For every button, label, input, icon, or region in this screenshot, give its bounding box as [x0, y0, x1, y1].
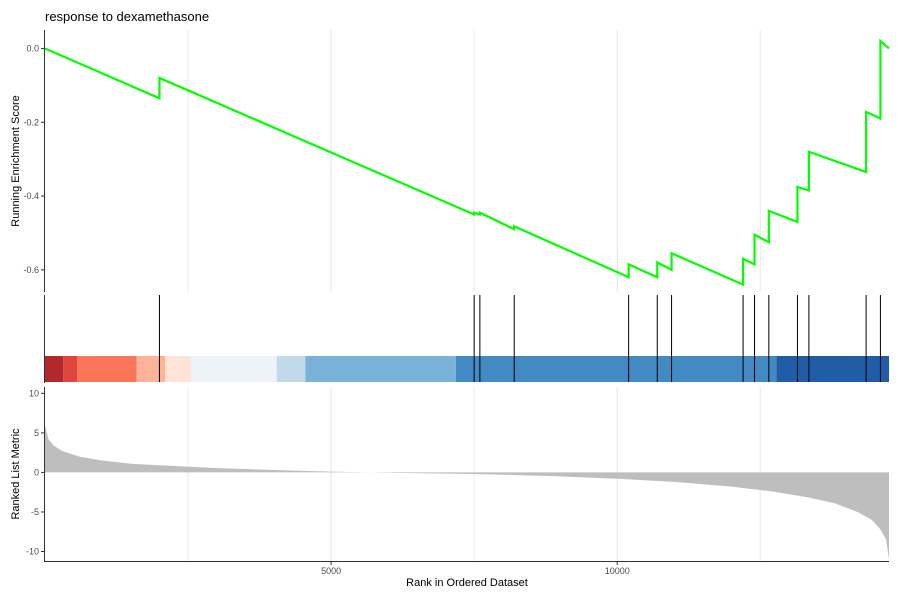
- hits-panel: [44, 295, 889, 383]
- ranked-metric-panel: 10 5 0 -5 -10 5000 10000 Ranked List Metric R…: [10, 387, 889, 589]
- y-tick-label: -0.4: [23, 191, 39, 201]
- y-tick-label: -0.2: [23, 117, 39, 127]
- y-tick-label: 10: [29, 388, 39, 398]
- color-bar-segment: [45, 356, 64, 382]
- ranked-metric-fill: [45, 424, 889, 560]
- color-bar-segment: [276, 356, 306, 382]
- running-score-line: [44, 38, 890, 287]
- color-bar-segment: [136, 356, 166, 382]
- y-tick-label: 0: [34, 467, 39, 477]
- x-tick-label: 5000: [321, 566, 341, 576]
- color-bar-segment: [165, 356, 191, 382]
- y-tick-label: -10: [26, 547, 39, 557]
- running-score-gridlines: [187, 30, 761, 292]
- color-bar-segment: [455, 356, 777, 382]
- running-score-series: [44, 38, 890, 287]
- y-tick-label: 0.0: [26, 43, 39, 53]
- y-tick-label: 5: [34, 428, 39, 438]
- color-bar-segment: [77, 356, 137, 382]
- x-axis-label: Rank in Ordered Dataset: [406, 577, 528, 589]
- color-bar-segment: [63, 356, 78, 382]
- ranked-metric-area: [45, 424, 889, 560]
- rank-color-bar: [45, 356, 889, 382]
- y-tick-label: -5: [31, 507, 39, 517]
- running-score-ylabel: Running Enrichment Score: [10, 95, 22, 226]
- running-score-y-axis: 0.0 -0.2 -0.4 -0.6: [23, 43, 45, 275]
- x-tick-label: 10000: [605, 566, 630, 576]
- ranked-metric-ylabel: Ranked List Metric: [10, 428, 22, 520]
- color-bar-segment: [776, 356, 889, 382]
- color-bar-segment: [190, 356, 277, 382]
- color-bar-segment: [305, 356, 456, 382]
- running-score-panel: 0.0 -0.2 -0.4 -0.6 Running Enrichment Score: [10, 30, 890, 292]
- ranked-metric-y-axis: 10 5 0 -5 -10: [26, 388, 45, 557]
- x-axis: 5000 10000: [321, 561, 630, 576]
- y-tick-label: -0.6: [23, 265, 39, 275]
- chart-title: response to dexamethasone: [45, 9, 209, 24]
- gene-hits: [158, 295, 881, 382]
